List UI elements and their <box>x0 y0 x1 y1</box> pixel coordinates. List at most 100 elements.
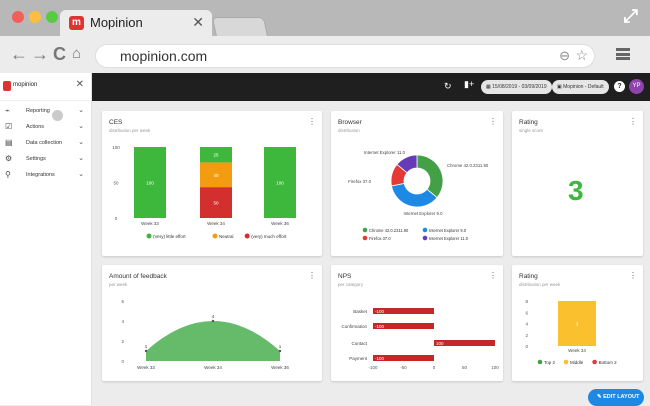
legend-marker <box>422 227 428 233</box>
new-tab-button[interactable] <box>211 17 269 37</box>
legend-marker <box>592 359 597 365</box>
ces-chart: 0 50 100 100 Week 33 50 40 25 Week 34 100 Week 36 (… <box>112 145 296 239</box>
sidebar-item-actions[interactable]: ☑ Actions ⌄ <box>0 120 92 136</box>
close-tab-icon[interactable]: ✕ <box>192 14 204 30</box>
card-title: Rating <box>519 273 538 280</box>
sidebar-item-settings[interactable]: ⚙ Settings ⌄ <box>0 152 92 168</box>
help-icon[interactable]: ? <box>614 81 625 92</box>
chevron-down-icon[interactable]: ⌄ <box>78 139 84 146</box>
sidebar-brand: mopinion ✕ <box>0 73 92 101</box>
back-icon[interactable]: ← <box>10 44 28 64</box>
card-menu-icon[interactable]: ⋮ <box>489 117 497 126</box>
x-tick-label: Week 36 <box>271 221 289 226</box>
data-label: 50 <box>213 201 219 206</box>
y-tick-label: 2 <box>525 333 528 338</box>
fullscreen-icon[interactable]: ⤢ <box>623 6 638 26</box>
data-label: 40 <box>213 173 219 178</box>
legend-label: Middle <box>570 360 584 365</box>
date-range-text: 15/08/2019 - 03/09/2019 <box>492 84 547 90</box>
category-label: Payment <box>349 356 368 361</box>
data-point <box>144 349 148 353</box>
legend-label: Bottom 2 <box>599 360 618 365</box>
bar <box>373 323 434 329</box>
home-icon[interactable]: ⌂ <box>72 45 82 62</box>
add-chart-icon[interactable]: ▮+ <box>464 79 475 89</box>
x-tick-label: Week 34 <box>207 221 225 226</box>
tab-title: Mopinion <box>90 15 143 30</box>
y-tick-label: 4 <box>121 319 124 324</box>
address-bar[interactable]: mopinion.com ⊖ ☆ <box>95 44 595 68</box>
legend-label: Top 2 <box>544 360 556 365</box>
close-sidebar-icon[interactable]: ✕ <box>75 79 84 90</box>
gear-icon: ⚙ <box>5 154 13 163</box>
legend-label: Chrome 42.0.2311.90 <box>369 228 409 233</box>
chevron-down-icon[interactable]: ⌄ <box>78 123 84 130</box>
browser-chart: Chrome 42.0.2311.90 Internet Explorer 9.0… <box>348 150 489 241</box>
sidebar-item-label: Actions <box>26 124 45 130</box>
card-menu-icon[interactable]: ⋮ <box>308 117 316 126</box>
x-tick-label: 0 <box>433 365 436 370</box>
card-subtitle: distribution <box>338 128 360 133</box>
reload-icon[interactable]: C <box>53 44 66 64</box>
data-label: -100 <box>375 356 385 361</box>
legend-label: (very) much effort <box>251 234 287 239</box>
browser-menu-icon[interactable] <box>616 48 630 60</box>
browser-tab[interactable]: m Mopinion ✕ <box>60 10 212 37</box>
category-label: Basket <box>353 309 368 314</box>
card-menu-icon[interactable]: ⋮ <box>308 271 316 280</box>
zoom-icon[interactable]: ⊖ <box>559 48 570 63</box>
legend-label: Internet Explorer 11.0 <box>429 236 469 241</box>
sidebar-item-reporting[interactable]: ⌁ Reporting ⌄ <box>0 104 92 120</box>
bookmark-star-icon[interactable]: ☆ <box>575 47 588 63</box>
bar-segment <box>134 147 166 218</box>
project-selector[interactable]: ▣ Mopinion - Default <box>552 80 609 94</box>
card-menu-icon[interactable]: ⋮ <box>629 271 637 280</box>
pie-slice <box>396 154 418 174</box>
data-label: -100 <box>375 324 385 329</box>
maximize-window-button[interactable] <box>46 11 58 23</box>
browser-card: Browser distribution ⋮ Chrome 42.0.2311.… <box>331 111 503 256</box>
chevron-down-icon[interactable]: ⌄ <box>78 107 84 114</box>
sidebar-item-label: Settings <box>26 156 46 162</box>
data-label: 1 <box>279 344 282 349</box>
x-tick-label: 100 <box>491 365 499 370</box>
x-tick-label: Week 33 <box>141 221 159 226</box>
minimize-window-button[interactable] <box>29 11 41 23</box>
x-tick-label: Week 34 <box>204 365 222 370</box>
card-subtitle: per week <box>109 282 128 287</box>
bar-segment <box>264 147 296 218</box>
card-subtitle: per category <box>338 282 364 287</box>
y-tick-label: 6 <box>525 310 528 315</box>
card-title: Rating <box>519 119 538 126</box>
chevron-down-icon[interactable]: ⌄ <box>78 171 84 178</box>
close-window-button[interactable] <box>12 11 24 23</box>
date-range-picker[interactable]: ▦ 15/08/2019 - 03/09/2019 <box>481 80 552 94</box>
sidebar-item-integrations[interactable]: ⚲ Integrations ⌄ <box>0 168 92 184</box>
avatar[interactable]: YP <box>629 79 644 94</box>
checkbox-icon: ☑ <box>5 122 13 131</box>
category-label: Contact <box>351 341 367 346</box>
edit-layout-button[interactable]: ✎ EDIT LAYOUT <box>588 389 644 406</box>
card-menu-icon[interactable]: ⋮ <box>629 117 637 126</box>
form-icon: ▤ <box>5 138 13 147</box>
sidebar: mopinion ✕ ⌁ Reporting ⌄ ☑ Actions ⌄ ▤ D… <box>0 73 92 405</box>
chevron-down-icon[interactable]: ⌄ <box>78 155 84 162</box>
area-fill <box>146 321 280 361</box>
rating-distribution-chart: 0 2 4 6 8 3 Week 34 Top 2 Middle Bottom 2 <box>525 299 618 365</box>
legend-label: (Very) little effort <box>153 234 186 239</box>
legend-marker <box>146 233 152 239</box>
legend-marker <box>563 359 569 365</box>
forward-icon[interactable]: → <box>31 44 49 64</box>
card-menu-icon[interactable]: ⋮ <box>489 271 497 280</box>
y-tick-label: 0 <box>121 359 124 364</box>
data-point <box>211 319 215 323</box>
slice-label: Firefox 37.0 <box>348 179 371 184</box>
y-tick-label: 6 <box>121 299 124 304</box>
refresh-icon[interactable]: ↻ <box>444 81 452 91</box>
sidebar-item-data-collection[interactable]: ▤ Data collection ⌄ <box>0 136 92 152</box>
bar-segment <box>200 187 232 218</box>
card-subtitle: distribution per week <box>519 282 561 287</box>
pie-slice <box>416 154 444 199</box>
y-tick-label: 0 <box>525 344 528 349</box>
card-subtitle: distribution per week <box>109 128 151 133</box>
